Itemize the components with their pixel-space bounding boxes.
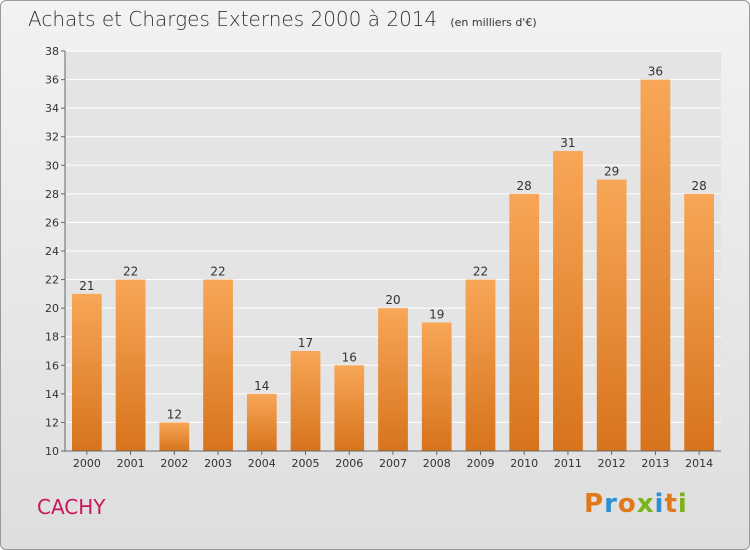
y-tick-label: 28	[45, 188, 59, 201]
bar-value-label: 19	[429, 307, 444, 321]
logo-letter: r	[604, 489, 618, 519]
y-tick-label: 32	[45, 131, 59, 144]
logo-letter: x	[636, 489, 655, 519]
chart-title: Achats et Charges Externes 2000 à 2014	[28, 7, 438, 31]
bar-value-label: 16	[342, 350, 357, 364]
bar-value-label: 14	[254, 379, 269, 393]
x-tick-label: 2014	[685, 457, 713, 470]
x-tick-label: 2003	[204, 457, 232, 470]
x-tick-label: 2006	[335, 457, 363, 470]
y-tick-label: 36	[45, 74, 59, 87]
x-tick-label: 2000	[73, 457, 101, 470]
y-tick-label: 16	[45, 359, 59, 372]
y-tick-label: 24	[45, 245, 59, 258]
logo-letter: i	[677, 489, 688, 519]
bar-2005	[290, 351, 321, 451]
bar-2013	[640, 79, 671, 452]
bar-value-label: 12	[167, 407, 182, 421]
bar-2011	[553, 151, 583, 451]
bar-2008	[421, 322, 452, 451]
y-tick-label: 12	[45, 416, 59, 429]
x-tick-label: 2008	[423, 457, 451, 470]
bar-2012	[596, 179, 627, 452]
x-tick-label: 2001	[117, 457, 145, 470]
bar-value-label: 28	[517, 179, 532, 193]
bar-value-label: 31	[560, 136, 575, 150]
x-tick-label: 2005	[292, 457, 320, 470]
axes: 10 12 14 16 18 20 22 24 26 28 30 32 34 36 38 2000 2001 20…	[45, 45, 721, 470]
proxiti-logo[interactable]: Proxiti	[584, 489, 688, 519]
bar-2002	[159, 422, 190, 451]
x-tick-label: 2010	[510, 457, 538, 470]
bar-2006	[334, 365, 365, 451]
bar-2007	[378, 308, 408, 451]
y-tick-label: 38	[45, 45, 59, 58]
bar-2001	[115, 279, 146, 451]
x-tick-label: 2002	[160, 457, 188, 470]
bar-value-label: 22	[473, 265, 488, 279]
bar-value-label: 28	[691, 179, 706, 193]
x-tick-label: 2004	[248, 457, 276, 470]
logo-letter: o	[617, 489, 637, 519]
x-tick-label: 2007	[379, 457, 407, 470]
logo-letter: t	[664, 489, 678, 519]
bar-value-label: 29	[604, 165, 619, 179]
bars: 21 22 12 22 14 17 16 20 19 22 28 31 29 36 28	[71, 65, 715, 452]
bar-value-label: 22	[123, 265, 138, 279]
x-tick-label: 2013	[641, 457, 669, 470]
y-tick-label: 34	[45, 102, 59, 115]
bar-value-label: 36	[648, 65, 663, 79]
bar-value-label: 17	[298, 336, 313, 350]
bar-value-label: 20	[385, 293, 400, 307]
bar-2014	[684, 193, 715, 451]
bar-value-label: 22	[210, 265, 225, 279]
y-tick-label: 10	[45, 445, 59, 458]
city-name: CACHY	[37, 495, 106, 519]
bar-2003	[203, 279, 233, 451]
bar-2000	[71, 293, 102, 451]
y-tick-label: 22	[45, 274, 59, 287]
y-tick-label: 14	[45, 388, 59, 401]
y-tick-label: 26	[45, 216, 59, 229]
x-tick-label: 2009	[466, 457, 494, 470]
chart-unit: (en milliers d'€)	[450, 16, 537, 29]
y-tick-label: 30	[45, 159, 59, 172]
chart-title-block: Achats et Charges Externes 2000 à 2014 (…	[28, 7, 537, 31]
bar-2009	[465, 279, 496, 451]
logo-letter: P	[584, 489, 605, 519]
y-tick-label: 18	[45, 331, 59, 344]
logo-letter: i	[654, 489, 665, 519]
bar-2010	[509, 193, 540, 451]
bar-value-label: 21	[79, 279, 94, 293]
y-tick-label: 20	[45, 302, 59, 315]
x-tick-label: 2012	[598, 457, 626, 470]
x-tick-label: 2011	[554, 457, 582, 470]
bar-2004	[246, 393, 277, 451]
